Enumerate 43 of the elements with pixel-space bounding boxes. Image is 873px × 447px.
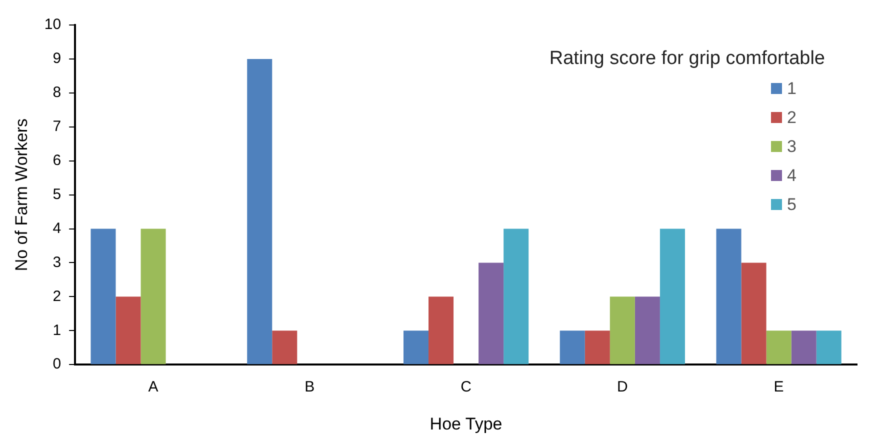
bar <box>584 330 610 364</box>
y-tick-label: 9 <box>52 50 62 68</box>
bar <box>816 330 842 364</box>
x-tick-label: E <box>774 378 784 396</box>
y-tick-label: 0 <box>52 356 62 373</box>
bar <box>791 330 816 364</box>
bar <box>610 296 635 364</box>
bar <box>428 296 454 364</box>
bar <box>140 228 166 364</box>
y-tick-label: 10 <box>44 16 62 34</box>
legend-title: Rating score for grip comfortable <box>549 48 825 70</box>
bar <box>272 330 298 364</box>
x-tick-label: D <box>617 378 628 396</box>
bar <box>90 228 116 364</box>
bar <box>634 296 660 364</box>
x-tick-label: C <box>460 378 472 396</box>
bar <box>478 262 504 364</box>
bar <box>560 330 585 364</box>
bar <box>660 228 685 364</box>
y-tick-label: 1 <box>52 322 62 339</box>
y-tick-label: 5 <box>52 186 62 203</box>
y-tick-label: 3 <box>52 254 62 271</box>
legend-label: 2 <box>787 108 796 128</box>
bar <box>116 296 141 364</box>
y-tick-label: 7 <box>52 118 62 136</box>
y-tick-label: 4 <box>52 220 62 237</box>
y-tick-label: 2 <box>52 288 62 305</box>
bar <box>716 228 742 364</box>
legend-label: 3 <box>787 136 796 156</box>
bar <box>741 262 766 364</box>
x-axis-title: Hoe Type <box>430 414 502 434</box>
legend-label: 5 <box>787 194 796 214</box>
legend-label: 4 <box>787 166 796 186</box>
bar <box>247 58 272 364</box>
x-tick-label: A <box>148 378 158 396</box>
legend-label: 1 <box>787 78 796 98</box>
y-tick-label: 6 <box>52 152 62 169</box>
x-tick-label: B <box>304 378 315 396</box>
bar <box>403 330 429 364</box>
y-axis-title: No of Farm Workers <box>12 118 31 272</box>
bar <box>766 330 792 364</box>
bar <box>504 228 529 364</box>
y-tick-label: 8 <box>52 84 62 102</box>
